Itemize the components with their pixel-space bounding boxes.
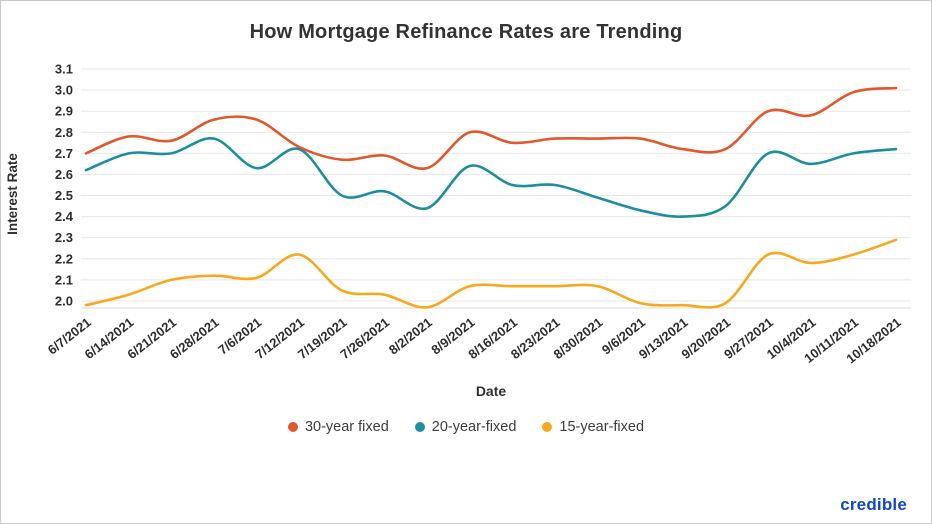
y-tick-label: 2.6: [55, 167, 73, 182]
y-tick-label: 2.5: [55, 188, 73, 203]
x-tick-label: 8/2/2021: [386, 315, 435, 358]
y-tick-label: 2.0: [55, 294, 73, 309]
y-tick-label: 2.9: [55, 104, 73, 119]
series-line-15-year-fixed: [84, 238, 898, 309]
y-tick-label: 3.0: [55, 83, 73, 98]
y-tick-label: 2.8: [55, 125, 73, 140]
legend-label-20-year: 20-year-fixed: [431, 419, 517, 435]
legend-item-20-year-fixed: 20-year-fixed: [414, 419, 517, 435]
chart-legend: 30-year fixed 20-year-fixed 15-year-fixe…: [1, 419, 931, 435]
y-tick-label: 2.3: [55, 230, 73, 245]
legend-label-30-year: 30-year fixed: [304, 419, 389, 435]
legend-label-15-year: 15-year-fixed: [559, 419, 645, 435]
legend-dot-20-year-icon: [414, 422, 425, 432]
y-tick-label: 2.1: [55, 272, 73, 287]
y-tick-label: 3.1: [55, 62, 73, 77]
series-line-30-year-fixed: [84, 86, 898, 171]
legend-dot-15-year-icon: [542, 422, 553, 432]
series-line-20-year-fixed: [84, 137, 898, 218]
legend-item-15-year-fixed: 15-year-fixed: [542, 419, 644, 435]
legend-item-30-year-fixed: 30-year fixed: [287, 419, 389, 435]
trend-line-chart: 3.13.02.92.82.72.62.52.42.32.22.12.06/7/…: [5, 62, 911, 399]
x-axis-title: Date: [476, 383, 507, 399]
chart-title: How Mortgage Refinance Rates are Trendin…: [249, 21, 683, 43]
y-tick-label: 2.7: [55, 146, 73, 161]
y-tick-label: 2.4: [55, 209, 74, 224]
credible-logo: credible: [840, 495, 907, 514]
legend-dot-30-year-icon: [287, 422, 298, 432]
y-tick-label: 2.2: [55, 251, 73, 266]
y-axis-title: Interest Rate: [5, 153, 20, 235]
